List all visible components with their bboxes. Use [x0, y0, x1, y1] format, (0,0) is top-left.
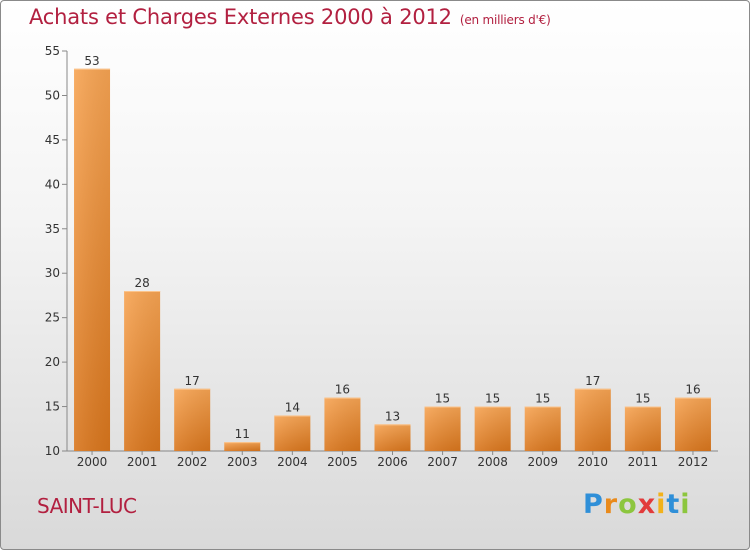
x-tick-label: 2011	[628, 455, 659, 469]
bar-shade	[374, 424, 411, 451]
x-tick-label: 2003	[227, 455, 258, 469]
logo-letter: P	[583, 489, 604, 520]
x-tick-label: 2005	[327, 455, 358, 469]
x-tick-label: 2012	[678, 455, 709, 469]
x-tick-label: 2008	[477, 455, 508, 469]
x-tick-label: 2002	[177, 455, 208, 469]
bar-shade	[274, 415, 311, 451]
x-tick-label: 2007	[427, 455, 458, 469]
y-tick-label: 15	[45, 400, 60, 414]
logo-letter: t	[666, 489, 681, 520]
logo-letter: i	[656, 489, 667, 520]
y-tick-label: 25	[45, 311, 60, 325]
bar-shade	[624, 406, 661, 451]
x-tick-label: 2004	[277, 455, 308, 469]
bar-shade	[474, 406, 511, 451]
bar-shade	[524, 406, 561, 451]
bar-value-label: 15	[485, 392, 500, 406]
title-unit: (en milliers d'€)	[459, 13, 551, 27]
bar-shade	[324, 397, 361, 451]
chart-title: Achats et Charges Externes 2000 à 2012 (e…	[29, 5, 551, 29]
bar-shade	[574, 388, 611, 451]
bar-value-label: 11	[235, 427, 250, 441]
bar-value-label: 13	[385, 409, 400, 423]
logo-letter: x	[637, 489, 657, 520]
bar-value-label: 53	[84, 54, 99, 68]
bar-value-label: 15	[635, 392, 650, 406]
logo-letter: i	[680, 489, 691, 520]
bar-value-label: 28	[134, 276, 149, 290]
x-tick-label: 2010	[578, 455, 609, 469]
y-tick-label: 35	[45, 222, 60, 236]
y-tick-label: 55	[45, 44, 60, 58]
x-tick-label: 2000	[77, 455, 108, 469]
chart-axes: 10 15 20 25 30 35 40 45 50 55 2000 2001 2002 2003 2004…	[45, 44, 718, 469]
x-tick-label: 2001	[127, 455, 158, 469]
x-tick-label: 2006	[377, 455, 408, 469]
bar-value-label: 17	[585, 374, 600, 388]
y-tick-label: 10	[45, 444, 60, 458]
bar-value-label: 14	[285, 400, 300, 414]
logo-letter: o	[618, 489, 638, 520]
y-tick-label: 30	[45, 266, 60, 280]
title-text: Achats et Charges Externes 2000 à 2012	[29, 5, 452, 29]
bar-value-label: 15	[435, 392, 450, 406]
y-tick-label: 45	[45, 133, 60, 147]
commune-name: SAINT-LUC	[37, 494, 137, 518]
bar-shade	[224, 442, 261, 451]
bar-shade	[674, 397, 711, 451]
chart-bars: 53 28 17 11 14 16 13 15 15 15 17 15 16	[74, 54, 711, 452]
bar-shade	[74, 68, 111, 452]
logo-letter: r	[603, 489, 619, 520]
y-tick-label: 20	[45, 355, 60, 369]
bar-value-label: 17	[185, 374, 200, 388]
x-tick-label: 2009	[527, 455, 558, 469]
bar-shade	[424, 406, 461, 451]
bar-value-label: 15	[535, 392, 550, 406]
bar-value-label: 16	[685, 383, 700, 397]
bar-value-label: 16	[335, 383, 350, 397]
bar-shade	[124, 291, 161, 451]
y-tick-label: 40	[45, 177, 60, 191]
bar-shade	[174, 388, 211, 451]
y-tick-label: 50	[45, 88, 60, 102]
proxiti-logo: Proxiti	[583, 489, 691, 520]
